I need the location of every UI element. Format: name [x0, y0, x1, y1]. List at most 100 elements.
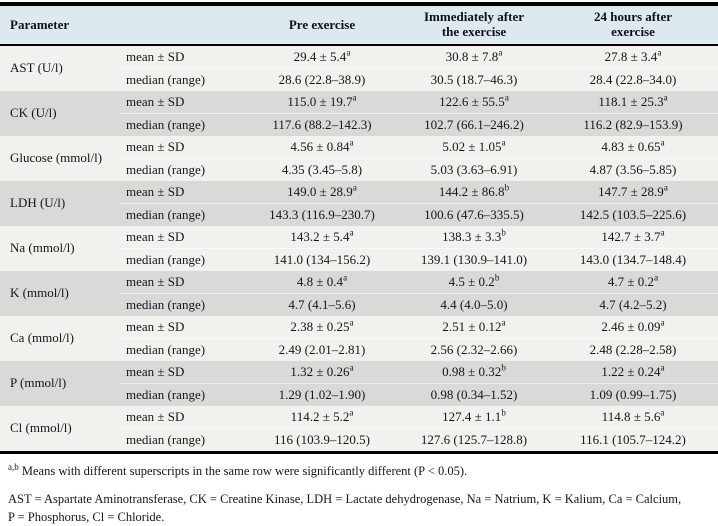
table-body: AST (U/l) mean ± SD 29.4 ± 5.4a 30.8 ± 7.8a… — [0, 45, 718, 453]
value-cell: 2.51 ± 0.12a — [400, 316, 548, 339]
value-cell: 4.7 ± 0.2a — [548, 271, 718, 294]
significance-superscript: a — [660, 407, 665, 418]
value-cell: 143.2 ± 5.4a — [244, 226, 400, 249]
table-row: Glucose (mmol/l) mean ± SD 4.56 ± 0.84a 5.0… — [0, 136, 718, 181]
significance-superscript: a — [349, 317, 354, 328]
significance-superscript: a — [501, 317, 506, 328]
stat-label-cell: median (range) — [120, 293, 244, 316]
stat-label-cell: median (range) — [120, 338, 244, 361]
value-cell: 2.49 (2.01–2.81) — [244, 338, 400, 361]
value-cell: 118.1 ± 25.3a — [548, 91, 718, 114]
value-cell: 2.48 (2.28–2.58) — [548, 338, 718, 361]
value-cell: 100.6 (47.6–335.5) — [400, 203, 548, 226]
stat-label-cell: median (range) — [120, 428, 244, 453]
table-row: K (mmol/l) mean ± SD 4.8 ± 0.4a 4.5 ± 0.2b 4… — [0, 271, 718, 316]
table-row: median (range) 1.29 (1.02–1.90) 0.98 (0.34… — [0, 383, 718, 406]
value-cell: 116.1 (105.7–124.2) — [548, 428, 718, 453]
significance-superscript: a — [352, 92, 357, 103]
stat-label-cell: median (range) — [120, 113, 244, 136]
significance-superscript: a — [504, 92, 509, 103]
value-cell: 139.1 (130.9–141.0) — [400, 248, 548, 271]
stat-label-cell: median (range) — [120, 68, 244, 91]
value-cell: 115.0 ± 19.7a — [244, 91, 400, 114]
value-cell: 4.7 (4.2–5.2) — [548, 293, 718, 316]
parameter-cell: Ca (mmol/l) — [0, 316, 120, 361]
value-cell: 27.8 ± 3.4a — [548, 45, 718, 69]
stat-label-cell: mean ± SD — [120, 45, 244, 69]
parameter-cell: LDH (U/l) — [0, 181, 120, 226]
significance-superscript: a — [660, 227, 665, 238]
significance-superscript: a — [498, 47, 503, 58]
header-row: Parameter Pre exercise Immediately after… — [0, 4, 718, 46]
value-cell: 28.6 (22.8–38.9) — [244, 68, 400, 91]
value-cell: 142.5 (103.5–225.6) — [548, 203, 718, 226]
table-row: median (range) 117.6 (88.2–142.3) 102.7 (6… — [0, 113, 718, 136]
significance-superscript: b — [501, 227, 506, 238]
stat-label-cell: mean ± SD — [120, 361, 244, 384]
value-cell: 116.2 (82.9–153.9) — [548, 113, 718, 136]
value-cell: 1.09 (0.99–1.75) — [548, 383, 718, 406]
table-row: Na (mmol/l) mean ± SD 143.2 ± 5.4a 138.3 ± … — [0, 226, 718, 271]
table-row: AST (U/l) mean ± SD 29.4 ± 5.4a 30.8 ± 7.8a… — [0, 45, 718, 91]
value-cell: 122.6 ± 55.5a — [400, 91, 548, 114]
value-cell: 142.7 ± 3.7a — [548, 226, 718, 249]
stat-label-cell: mean ± SD — [120, 271, 244, 294]
value-cell: 127.4 ± 1.1b — [400, 406, 548, 429]
significance-superscript: b — [504, 182, 510, 193]
table-row: median (range) 141.0 (134–156.2) 139.1 (13… — [0, 248, 718, 271]
value-cell: 0.98 (0.34–1.52) — [400, 383, 548, 406]
value-cell: 0.98 ± 0.32b — [400, 361, 548, 384]
value-cell: 4.4 (4.0–5.0) — [400, 293, 548, 316]
significance-superscript: a — [663, 92, 668, 103]
value-cell: 102.7 (66.1–246.2) — [400, 113, 548, 136]
value-cell: 4.8 ± 0.4a — [244, 271, 400, 294]
value-cell: 1.29 (1.02–1.90) — [244, 383, 400, 406]
table-row: CK (U/l) mean ± SD 115.0 ± 19.7a 122.6 ± 55… — [0, 91, 718, 136]
significance-superscript: a — [501, 137, 506, 148]
significance-superscript: a — [657, 47, 662, 58]
parameter-cell: K (mmol/l) — [0, 271, 120, 316]
value-cell: 143.0 (134.7–148.4) — [548, 248, 718, 271]
parameter-cell: Glucose (mmol/l) — [0, 136, 120, 181]
table-row: median (range) 116 (103.9–120.5) 127.6 (12… — [0, 428, 718, 453]
column-header-pre-exercise: Pre exercise — [244, 4, 400, 46]
stat-label-cell: median (range) — [120, 203, 244, 226]
stat-label-cell: median (range) — [120, 248, 244, 271]
significance-superscript: a — [349, 227, 354, 238]
value-cell: 30.5 (18.7–46.3) — [400, 68, 548, 91]
value-cell: 143.3 (116.9–230.7) — [244, 203, 400, 226]
stat-label-cell: median (range) — [120, 383, 244, 406]
table-row: LDH (U/l) mean ± SD 149.0 ± 28.9a 144.2 ± 8… — [0, 181, 718, 226]
significance-superscript: a — [660, 317, 665, 328]
value-cell: 5.02 ± 1.05a — [400, 136, 548, 159]
results-table: Parameter Pre exercise Immediately after… — [0, 2, 718, 454]
stat-label-cell: mean ± SD — [120, 406, 244, 429]
value-cell: 149.0 ± 28.9a — [244, 181, 400, 204]
parameter-cell: CK (U/l) — [0, 91, 120, 136]
table-row: median (range) 143.3 (116.9–230.7) 100.6 (… — [0, 203, 718, 226]
parameter-cell: Na (mmol/l) — [0, 226, 120, 271]
table-row: Ca (mmol/l) mean ± SD 2.38 ± 0.25a 2.51 ± 0… — [0, 316, 718, 361]
value-cell: 30.8 ± 7.8a — [400, 45, 548, 69]
significance-superscript: a — [349, 362, 354, 373]
significance-superscript: a — [654, 272, 659, 283]
significance-superscript: b — [494, 272, 500, 283]
significance-superscript: a — [660, 362, 665, 373]
value-cell: 4.87 (3.56–5.85) — [548, 158, 718, 181]
value-cell: 4.7 (4.1–5.6) — [244, 293, 400, 316]
column-header-parameter: Parameter — [0, 4, 244, 46]
value-cell: 1.32 ± 0.26a — [244, 361, 400, 384]
value-cell: 144.2 ± 86.8b — [400, 181, 548, 204]
significance-superscript: a — [660, 137, 665, 148]
stat-label-cell: mean ± SD — [120, 91, 244, 114]
parameter-cell: Cl (mmol/l) — [0, 406, 120, 453]
value-cell: 5.03 (3.63–6.91) — [400, 158, 548, 181]
value-cell: 114.2 ± 5.2a — [244, 406, 400, 429]
significance-superscript: a — [346, 47, 351, 58]
significance-footnote-text: Means with different superscripts in the… — [18, 464, 468, 478]
table-row: median (range) 4.7 (4.1–5.6) 4.4 (4.0–5.0)… — [0, 293, 718, 316]
stat-label-cell: median (range) — [120, 158, 244, 181]
stat-label-cell: mean ± SD — [120, 136, 244, 159]
value-cell: 29.4 ± 5.4a — [244, 45, 400, 69]
